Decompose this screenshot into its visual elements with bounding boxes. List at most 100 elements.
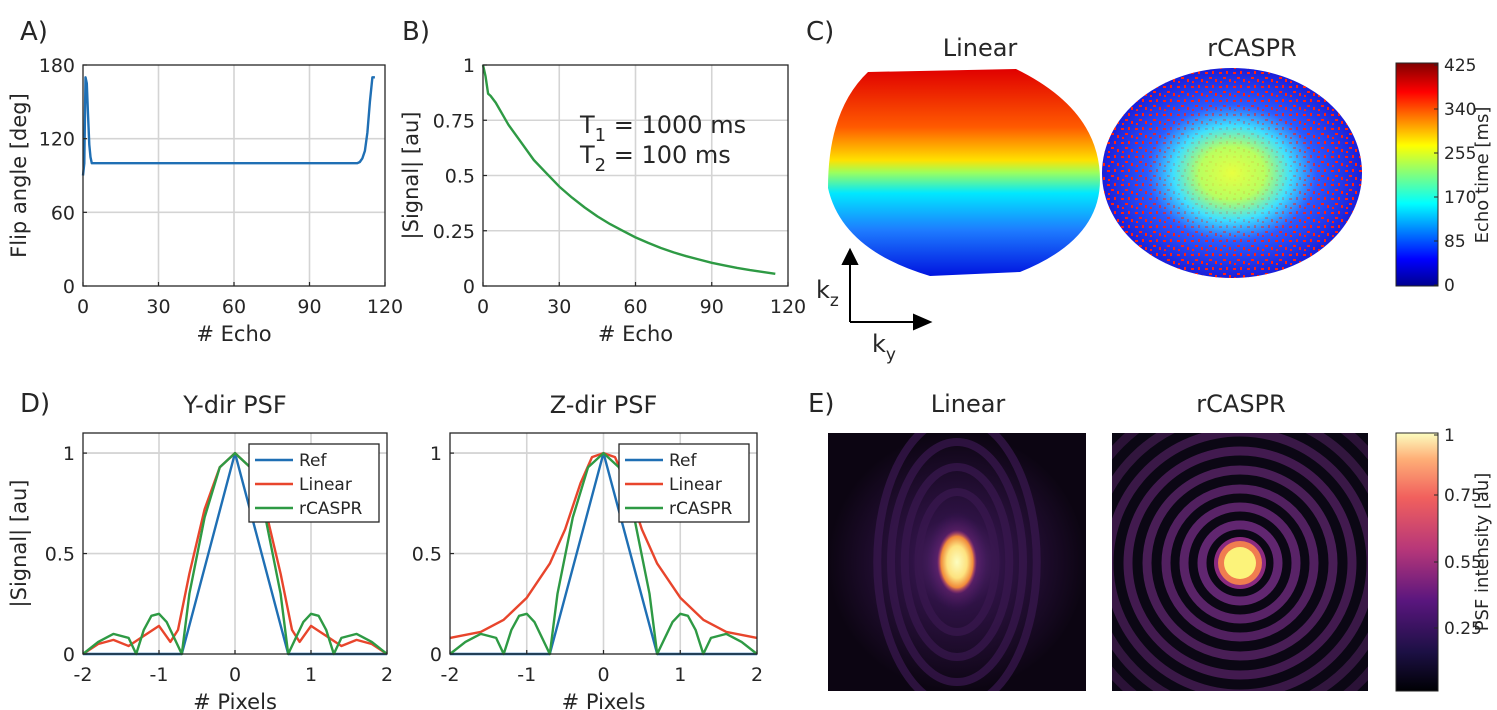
colorbar-echo-time (1395, 62, 1439, 287)
kspace-rcaspr-ellipse (1102, 68, 1362, 278)
colorbar-psf-intensity (1395, 432, 1439, 692)
kspace-linear-ellipse (828, 69, 1100, 276)
x-tick-label: 90 (297, 296, 321, 318)
series-line-a (81, 76, 375, 176)
colorbar-tick-label: 0.55 (1444, 553, 1482, 573)
colorbar-tick-label: 0.75 (1444, 486, 1482, 506)
x-tick-label: 90 (700, 296, 724, 318)
x-tick-label: 0 (597, 664, 609, 686)
y-tick-label: 1 (463, 55, 475, 77)
y-axis-label: |Signal| [au] (7, 480, 32, 608)
e-title-linear: Linear (931, 390, 1006, 418)
y-axis-label: Flip angle [deg] (7, 93, 31, 258)
axis-kz: kz (816, 276, 839, 311)
y-tick-label: 1 (430, 443, 442, 465)
x-tick-label: -1 (150, 664, 169, 686)
x-tick-label: 30 (547, 296, 571, 318)
chart-z-dir-psf: -2 -1 0 1 2 0 0.5 1 # Pixels Z-dir PSF Ref Linear rC… (412, 391, 763, 710)
x-tick-label: 60 (623, 296, 647, 318)
y-tick-label: 0.25 (433, 221, 475, 243)
legend-entry: Linear (669, 475, 722, 495)
colorbar-tick-label: 1 (1444, 426, 1455, 446)
psf-ring (1179, 502, 1301, 624)
e-title-rcaspr: rCASPR (1196, 390, 1285, 418)
series-line-b (481, 64, 776, 275)
y-tick-label: 0.5 (45, 544, 75, 566)
x-tick-label: -1 (517, 664, 536, 686)
x-tick-label: 2 (751, 664, 763, 686)
psf-ring (1197, 520, 1283, 606)
y-tick-label: 180 (39, 55, 75, 77)
legend-entry: Linear (299, 475, 352, 495)
x-tick-label: 0 (77, 296, 89, 318)
psf-image-linear (828, 433, 1086, 691)
x-tick-label: -2 (74, 664, 93, 686)
x-tick-label: 120 (367, 296, 403, 318)
series-line-rcaspr (449, 451, 758, 656)
panel-label-d: D) (20, 389, 50, 419)
x-axis-label: # Pixels (193, 690, 277, 710)
colorbar-tick-label: 255 (1444, 144, 1476, 164)
psf-ring (887, 438, 1027, 686)
x-axis-label: # Echo (598, 322, 673, 346)
y-tick-label: 0.75 (433, 110, 475, 132)
x-tick-label: 1 (305, 664, 317, 686)
colorbar-tick-label: 425 (1444, 56, 1476, 76)
y-tick-label: 0 (430, 644, 442, 666)
legend-entry: Ref (299, 451, 328, 471)
colorbar-psf-intensity-label: PSF intensity [au] (1472, 473, 1493, 632)
legend-entry: rCASPR (669, 499, 733, 519)
colorbar-echo-time-ticks: 425 340 255 170 85 0 (1434, 56, 1476, 296)
y-tick-label: 1 (63, 443, 75, 465)
x-tick-label: 2 (381, 664, 393, 686)
panel-label-a: A) (20, 17, 48, 47)
psf-ring (914, 488, 1000, 636)
c-title-rcaspr: rCASPR (1207, 34, 1296, 62)
annotation-t2: T2 = 100 ms (579, 141, 731, 176)
panel-label-b: B) (402, 17, 430, 47)
colorbar-tick-label: 85 (1444, 232, 1466, 252)
y-tick-label: 120 (39, 129, 75, 151)
colorbar-tick-label: 0 (1444, 276, 1455, 296)
chart-title: Z-dir PSF (550, 391, 658, 419)
psf-ring (1161, 484, 1319, 642)
y-tick-label: 60 (51, 202, 75, 224)
x-tick-label: 0 (477, 296, 489, 318)
chart-y-dir-psf: -2 -1 0 1 2 0 0.5 1 # Pixels |Signal| [au] Y-dir P… (7, 391, 393, 710)
colorbar-tick-label: 0.25 (1444, 619, 1482, 639)
psf-ring (900, 463, 1014, 661)
k-axes (841, 247, 933, 331)
annotation-t1: T1 = 1000 ms (579, 111, 746, 146)
psf-ring (1123, 446, 1357, 680)
colorbar-tick-label: 170 (1444, 188, 1476, 208)
c-title-linear: Linear (943, 34, 1018, 62)
chart-flip-angle: 0 30 60 90 120 0 60 120 180 # Echo Flip angle [deg… (7, 55, 403, 346)
x-tick-label: -2 (441, 664, 460, 686)
legend-entry: Ref (669, 451, 698, 471)
y-tick-label: 0.5 (412, 544, 442, 566)
series-line-rcaspr (82, 451, 388, 656)
colorbar-tick-label: 340 (1444, 100, 1476, 120)
y-tick-label: 0 (63, 644, 75, 666)
legend-entry: rCASPR (299, 499, 363, 519)
y-axis-label: |Signal| [au] (399, 112, 424, 240)
psf-ring (873, 433, 1041, 691)
panel-label-e: E) (808, 389, 835, 419)
x-tick-label: 0 (229, 664, 241, 686)
colorbar-psf-intensity-ticks: 1 0.75 0.55 0.25 (1434, 426, 1482, 639)
psf-ring (1142, 465, 1338, 661)
colorbar-echo-time-label: Echo time [ms] (1472, 107, 1493, 244)
x-tick-label: 30 (146, 296, 170, 318)
x-tick-label: 1 (674, 664, 686, 686)
chart-signal-decay: 0 30 60 90 120 0 0.25 0.5 0.75 1 # Echo |Signal| [a… (399, 55, 806, 346)
x-axis-label: # Echo (196, 322, 271, 346)
x-tick-label: 120 (770, 296, 806, 318)
chart-title: Y-dir PSF (182, 391, 286, 419)
panel-label-c: C) (806, 17, 834, 47)
y-tick-label: 0.5 (445, 166, 475, 188)
psf-image-rcaspr (1112, 433, 1368, 691)
y-tick-label: 0 (63, 276, 75, 298)
axis-ky: ky (872, 330, 896, 365)
y-tick-label: 0 (463, 276, 475, 298)
